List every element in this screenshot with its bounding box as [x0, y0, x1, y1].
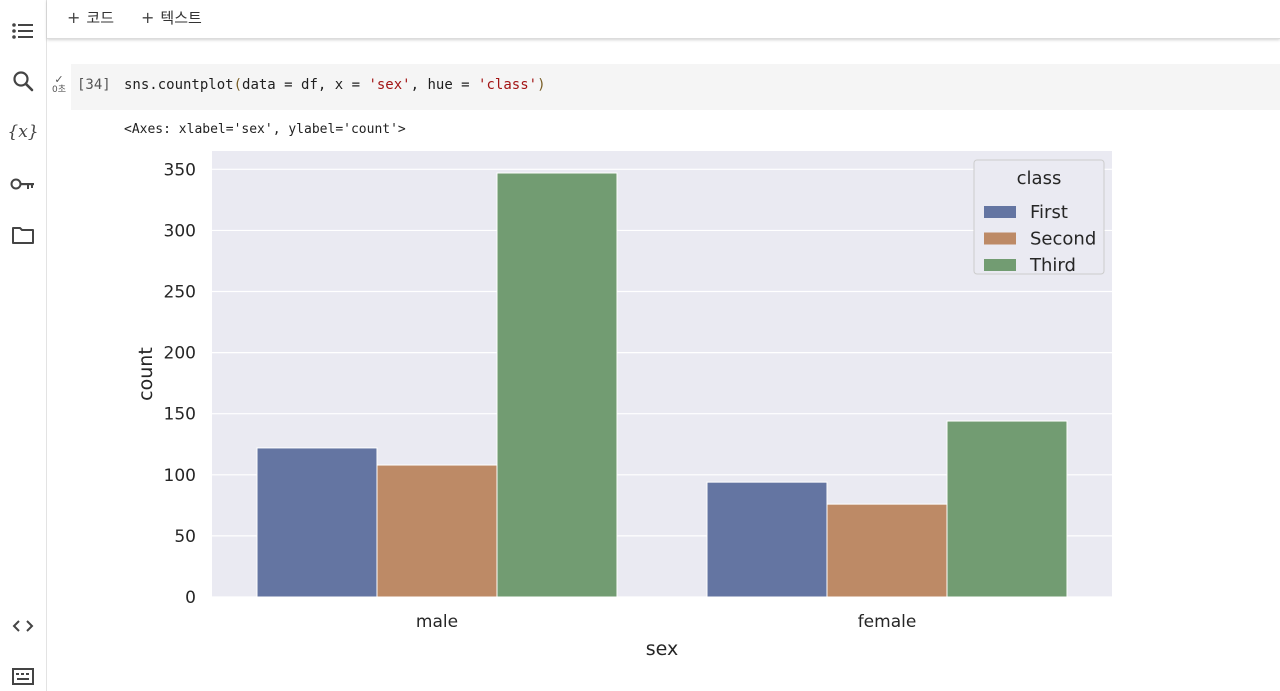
bar-second-male — [376, 464, 498, 598]
secrets-key-icon[interactable] — [9, 170, 37, 198]
check-icon: ✓ — [54, 73, 64, 86]
y-tick-label: 150 — [164, 405, 196, 425]
y-tick-label: 0 — [185, 588, 196, 608]
bar-first-female — [706, 481, 828, 598]
y-axis-label: count — [135, 347, 157, 401]
x-tick-label: male — [416, 612, 458, 632]
code-editor[interactable]: sns.countplot(data = df, x = 'sex', hue … — [124, 77, 546, 93]
code-snippets-icon[interactable] — [9, 612, 37, 640]
legend-swatch-third — [984, 259, 1016, 271]
code-args-2: , hue = — [410, 77, 479, 93]
y-tick-label: 350 — [164, 160, 196, 180]
add-text-button[interactable]: + 텍스트 — [141, 6, 202, 28]
y-tick-label: 200 — [164, 344, 196, 364]
code-fn: sns.countplot — [124, 77, 234, 93]
left-rail: {x} — [0, 0, 47, 691]
legend-label-third: Third — [1029, 255, 1076, 276]
search-icon[interactable] — [9, 67, 37, 95]
bar-second-female — [826, 503, 948, 598]
y-tick-label: 250 — [164, 283, 196, 303]
run-time: 0초 — [51, 85, 66, 95]
notebook-toolbar: + 코드 + 텍스트 — [47, 0, 1280, 39]
legend-label-first: First — [1030, 202, 1068, 223]
execution-count: [34] — [77, 77, 111, 93]
code-args-1: data = df, x = — [242, 77, 369, 93]
legend-swatch-second — [984, 232, 1016, 245]
legend-box — [973, 159, 1105, 275]
cell-output-text: <Axes: xlabel='sex', ylabel='count'> — [124, 122, 406, 137]
code-string-1: 'sex' — [368, 77, 411, 93]
table-of-contents-icon[interactable] — [9, 17, 37, 45]
code-paren-open: ( — [233, 77, 243, 93]
bar-third-male — [496, 172, 618, 598]
y-tick-label: 100 — [164, 466, 196, 486]
y-tick-label: 50 — [174, 527, 196, 547]
countplot-chart: 0 50 100 150 200 250 300 350 male female sex count c… — [135, 151, 1112, 660]
variables-icon[interactable]: {x} — [7, 118, 39, 146]
command-palette-icon[interactable] — [9, 662, 37, 690]
legend-title: class — [1017, 168, 1062, 189]
legend-swatch-first — [984, 206, 1016, 218]
legend-label-second: Second — [1030, 229, 1096, 250]
variables-glyph: {x} — [7, 122, 39, 142]
plus-icon: + — [141, 7, 155, 27]
files-folder-icon[interactable] — [9, 221, 37, 249]
x-axis-label: sex — [646, 638, 679, 660]
code-paren-close: ) — [537, 77, 546, 93]
plus-icon: + — [67, 7, 81, 27]
bar-third-female — [946, 420, 1068, 598]
add-text-label: 텍스트 — [160, 8, 202, 27]
bar-first-male — [256, 447, 378, 598]
add-code-label: 코드 — [86, 8, 115, 27]
x-tick-label: female — [858, 612, 917, 632]
code-string-2: 'class' — [478, 77, 538, 93]
code-cell[interactable] — [71, 64, 1280, 110]
add-code-button[interactable]: + 코드 — [67, 6, 114, 28]
y-tick-label: 300 — [164, 221, 196, 241]
run-status[interactable]: ✓ 0초 — [51, 74, 67, 98]
